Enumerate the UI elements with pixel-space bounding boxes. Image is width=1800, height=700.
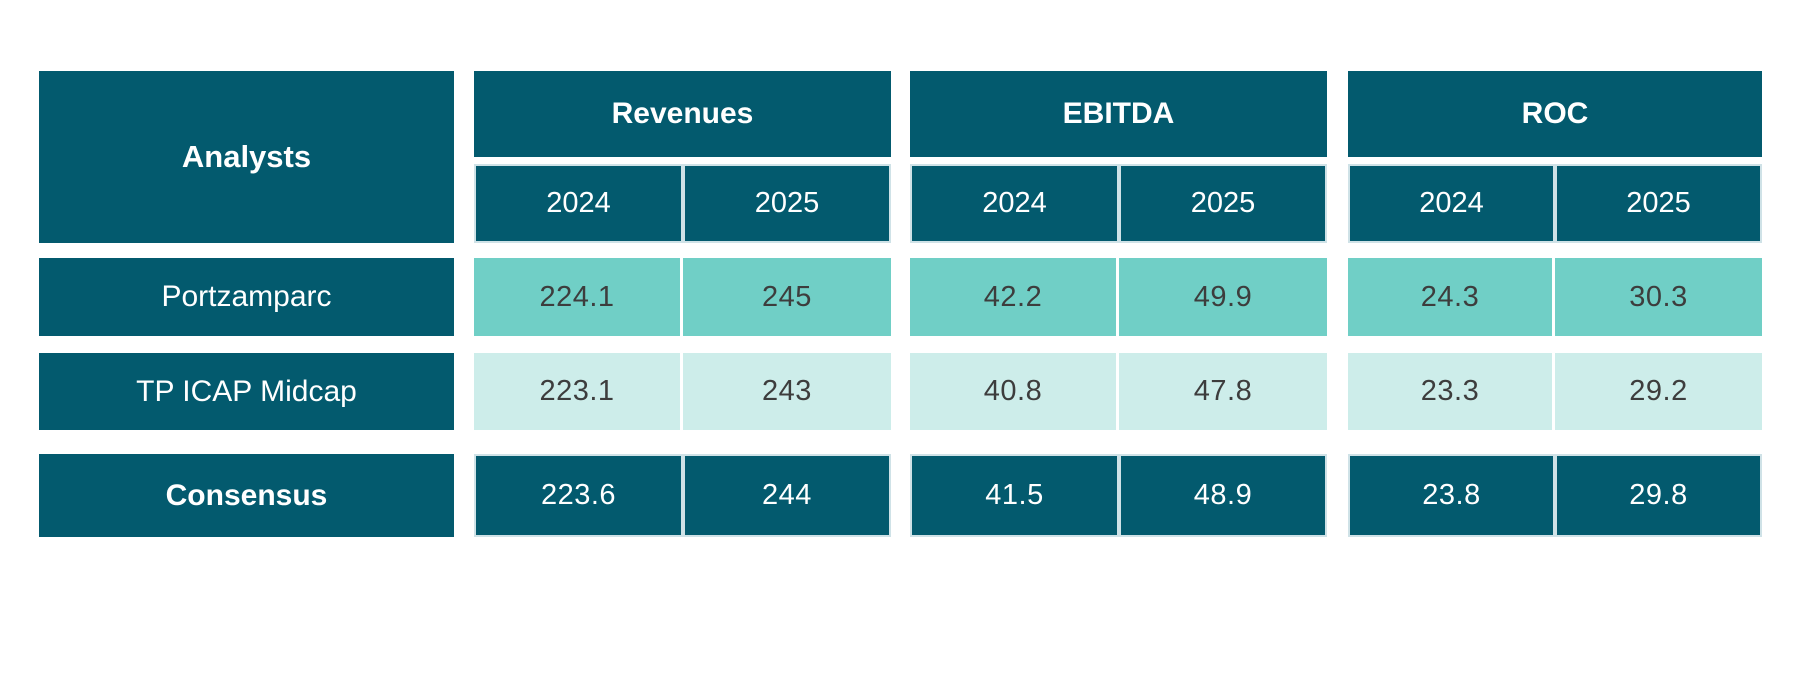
value-consensus-revenues-2025: 244 bbox=[683, 454, 891, 537]
row-label-consensus: Consensus bbox=[39, 454, 454, 537]
value-tpicap-ebitda-2024: 40.8 bbox=[910, 353, 1119, 430]
value-consensus-revenues-2024: 223.6 bbox=[474, 454, 683, 537]
value-portzamparc-roc-2025: 30.3 bbox=[1555, 258, 1762, 336]
value-tpicap-ebitda-2025: 47.8 bbox=[1119, 353, 1327, 430]
analysts-header-cell: Analysts bbox=[39, 71, 454, 243]
value-consensus-ebitda-2025: 48.9 bbox=[1119, 454, 1327, 537]
year-header-revenues-2025: 2025 bbox=[683, 164, 891, 243]
year-header-ebitda-2025: 2025 bbox=[1119, 164, 1327, 243]
year-header-roc-2025: 2025 bbox=[1555, 164, 1762, 243]
group-header-ebitda: EBITDA bbox=[910, 71, 1327, 157]
value-portzamparc-ebitda-2025: 49.9 bbox=[1119, 258, 1327, 336]
row-label-portzamparc: Portzamparc bbox=[39, 258, 454, 336]
value-consensus-ebitda-2024: 41.5 bbox=[910, 454, 1119, 537]
year-header-revenues-2024: 2024 bbox=[474, 164, 683, 243]
value-consensus-roc-2024: 23.8 bbox=[1348, 454, 1555, 537]
value-portzamparc-roc-2024: 24.3 bbox=[1348, 258, 1555, 336]
value-tpicap-roc-2025: 29.2 bbox=[1555, 353, 1762, 430]
value-portzamparc-revenues-2025: 245 bbox=[683, 258, 891, 336]
analyst-estimates-table: Analysts Revenues EBITDA ROC 2024 2025 2… bbox=[39, 71, 1762, 537]
year-header-roc-2024: 2024 bbox=[1348, 164, 1555, 243]
value-portzamparc-revenues-2024: 224.1 bbox=[474, 258, 683, 336]
group-header-revenues: Revenues bbox=[474, 71, 891, 157]
value-consensus-roc-2025: 29.8 bbox=[1555, 454, 1762, 537]
row-label-tp-icap-midcap: TP ICAP Midcap bbox=[39, 353, 454, 430]
group-header-roc: ROC bbox=[1348, 71, 1762, 157]
year-header-ebitda-2024: 2024 bbox=[910, 164, 1119, 243]
value-tpicap-revenues-2025: 243 bbox=[683, 353, 891, 430]
value-tpicap-revenues-2024: 223.1 bbox=[474, 353, 683, 430]
value-portzamparc-ebitda-2024: 42.2 bbox=[910, 258, 1119, 336]
value-tpicap-roc-2024: 23.3 bbox=[1348, 353, 1555, 430]
